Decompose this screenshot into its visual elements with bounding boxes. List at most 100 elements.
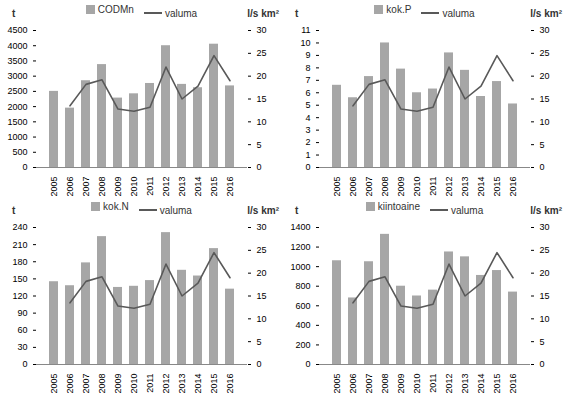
svg-text:2011: 2011 <box>145 177 155 196</box>
svg-text:2006: 2006 <box>348 177 358 197</box>
svg-text:2010: 2010 <box>129 177 139 197</box>
svg-text:210: 210 <box>12 240 27 250</box>
svg-text:2014: 2014 <box>193 177 203 197</box>
svg-text:2016: 2016 <box>508 374 518 394</box>
svg-text:10: 10 <box>540 117 550 127</box>
svg-text:10: 10 <box>257 314 267 324</box>
svg-text:2010: 2010 <box>129 374 139 394</box>
svg-text:20: 20 <box>540 71 550 81</box>
svg-text:25: 25 <box>257 245 267 255</box>
svg-text:2005: 2005 <box>332 374 342 394</box>
svg-text:2015: 2015 <box>492 177 502 197</box>
svg-text:200: 200 <box>295 340 310 350</box>
svg-text:20: 20 <box>540 268 550 278</box>
svg-text:500: 500 <box>12 147 27 157</box>
svg-text:2011: 2011 <box>428 374 438 393</box>
svg-text:2009: 2009 <box>396 177 406 197</box>
svg-text:30: 30 <box>257 222 267 232</box>
svg-text:2010: 2010 <box>412 177 422 197</box>
svg-text:30: 30 <box>540 25 550 35</box>
svg-text:2012: 2012 <box>444 177 454 197</box>
svg-text:2007: 2007 <box>81 374 91 394</box>
svg-text:1500: 1500 <box>7 117 27 127</box>
svg-text:2006: 2006 <box>348 374 358 394</box>
svg-text:2005: 2005 <box>49 177 59 197</box>
svg-text:2011: 2011 <box>428 177 438 196</box>
svg-text:20: 20 <box>257 71 267 81</box>
svg-text:2015: 2015 <box>209 374 219 394</box>
svg-text:2013: 2013 <box>460 374 470 394</box>
svg-text:2013: 2013 <box>177 374 187 394</box>
svg-text:0: 0 <box>257 359 262 369</box>
svg-text:60: 60 <box>17 325 27 335</box>
svg-text:3500: 3500 <box>7 56 27 66</box>
svg-text:2013: 2013 <box>177 177 187 197</box>
svg-text:2011: 2011 <box>145 374 155 393</box>
svg-text:180: 180 <box>12 257 27 267</box>
svg-text:4000: 4000 <box>7 41 27 51</box>
svg-text:2500: 2500 <box>7 86 27 96</box>
svg-text:2016: 2016 <box>225 177 235 197</box>
svg-text:1400: 1400 <box>290 222 310 232</box>
svg-text:150: 150 <box>12 274 27 284</box>
svg-text:30: 30 <box>17 342 27 352</box>
svg-text:5: 5 <box>257 140 262 150</box>
svg-text:30: 30 <box>540 222 550 232</box>
svg-text:0: 0 <box>305 359 310 369</box>
svg-text:2009: 2009 <box>396 374 406 394</box>
svg-text:240: 240 <box>12 222 27 232</box>
svg-text:2008: 2008 <box>380 374 390 394</box>
svg-text:2009: 2009 <box>113 177 123 197</box>
svg-text:5: 5 <box>540 140 545 150</box>
svg-text:15: 15 <box>540 94 550 104</box>
svg-text:2009: 2009 <box>113 374 123 394</box>
svg-text:2007: 2007 <box>81 177 91 197</box>
svg-text:1000: 1000 <box>290 262 310 272</box>
svg-text:10: 10 <box>300 38 310 48</box>
svg-text:15: 15 <box>257 291 267 301</box>
svg-text:5: 5 <box>540 337 545 347</box>
svg-text:11: 11 <box>301 25 310 35</box>
svg-text:2014: 2014 <box>476 374 486 394</box>
svg-text:0: 0 <box>257 162 262 172</box>
svg-text:2015: 2015 <box>492 374 502 394</box>
svg-text:120: 120 <box>12 291 27 301</box>
svg-text:400: 400 <box>295 320 310 330</box>
svg-text:25: 25 <box>257 48 267 58</box>
svg-text:1000: 1000 <box>7 132 27 142</box>
svg-text:5: 5 <box>305 100 310 110</box>
svg-text:0: 0 <box>22 162 27 172</box>
svg-text:2005: 2005 <box>332 177 342 197</box>
svg-text:2014: 2014 <box>193 374 203 394</box>
svg-text:3: 3 <box>305 125 310 135</box>
svg-text:25: 25 <box>540 48 550 58</box>
svg-text:5: 5 <box>257 337 262 347</box>
svg-text:0: 0 <box>540 162 545 172</box>
svg-text:600: 600 <box>295 301 310 311</box>
svg-text:6: 6 <box>305 88 310 98</box>
svg-text:2016: 2016 <box>508 177 518 197</box>
svg-text:2008: 2008 <box>97 177 107 197</box>
svg-text:0: 0 <box>540 359 545 369</box>
svg-text:2010: 2010 <box>412 374 422 394</box>
svg-text:25: 25 <box>540 245 550 255</box>
svg-text:7: 7 <box>305 75 310 85</box>
svg-text:10: 10 <box>540 314 550 324</box>
svg-text:2006: 2006 <box>65 374 75 394</box>
svg-text:2012: 2012 <box>161 177 171 197</box>
svg-text:20: 20 <box>257 268 267 278</box>
svg-text:0: 0 <box>22 359 27 369</box>
svg-text:2008: 2008 <box>380 177 390 197</box>
svg-text:2008: 2008 <box>97 374 107 394</box>
svg-text:2007: 2007 <box>364 374 374 394</box>
svg-text:15: 15 <box>540 291 550 301</box>
svg-text:4: 4 <box>305 113 310 123</box>
svg-text:2005: 2005 <box>49 374 59 394</box>
svg-text:1: 1 <box>305 150 310 160</box>
svg-text:15: 15 <box>257 94 267 104</box>
svg-text:10: 10 <box>257 117 267 127</box>
svg-text:2014: 2014 <box>476 177 486 197</box>
svg-text:9: 9 <box>305 50 310 60</box>
svg-text:8: 8 <box>305 63 310 73</box>
svg-text:800: 800 <box>295 281 310 291</box>
